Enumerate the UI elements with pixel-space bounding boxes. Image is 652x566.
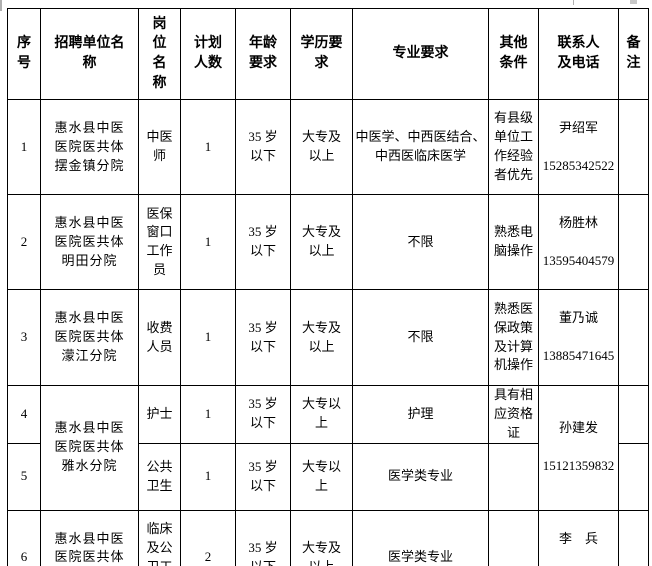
header-row: 序 号 招聘单位名 称 岗 位 名 称 计划 人数 年龄 要求 学历要 求 专业… bbox=[7, 8, 649, 100]
cell-contact: 杨胜林 13595404579 bbox=[538, 194, 619, 291]
cell-note bbox=[618, 194, 649, 291]
cell-position: 公共 卫生 bbox=[138, 442, 181, 511]
cell-contact: 李 兵 18285496010 bbox=[538, 509, 619, 566]
cell-position: 收费 人员 bbox=[138, 289, 181, 386]
header-position-name: 岗 位 名 称 bbox=[138, 8, 181, 100]
cell-serial: 5 bbox=[7, 442, 41, 511]
contact-phone: 15121359832 bbox=[542, 458, 615, 474]
header-age-requirement: 年龄 要求 bbox=[235, 8, 291, 100]
cell-other: 熟悉电 脑操作 bbox=[488, 194, 539, 291]
recruitment-table: 序 号 招聘单位名 称 岗 位 名 称 计划 人数 年龄 要求 学历要 求 专业… bbox=[7, 8, 649, 566]
table-row: 2 惠水县中医 医院医共体 明田分院 医保 窗口 工作 员 1 35 岁 以下 … bbox=[7, 194, 649, 291]
header-contact: 联系人 及电话 bbox=[538, 8, 619, 100]
cell-unit-name: 惠水县中医 医院医共体 大坝分院 bbox=[40, 509, 139, 566]
cell-unit-name: 惠水县中医 医院医共体 明田分院 bbox=[40, 194, 139, 291]
cell-serial: 1 bbox=[7, 98, 41, 196]
cell-serial: 2 bbox=[7, 194, 41, 291]
cell-major: 护理 bbox=[352, 384, 489, 444]
cell-education: 大专及 以上 bbox=[290, 289, 353, 386]
table-row: 1 惠水县中医 医院医共体 摆金镇分院 中医 师 1 35 岁 以下 大专及 以… bbox=[7, 98, 649, 196]
cell-other bbox=[488, 509, 539, 566]
cell-education: 大专及 以上 bbox=[290, 509, 353, 566]
cell-count: 1 bbox=[180, 384, 236, 444]
contact-phone: 13595404579 bbox=[542, 252, 615, 268]
cell-other: 具有相 应资格 证 bbox=[488, 384, 539, 444]
cell-contact: 尹绍军 15285342522 bbox=[538, 98, 619, 196]
cell-serial: 4 bbox=[7, 384, 41, 444]
table-row: 6 惠水县中医 医院医共体 大坝分院 临床 及公 卫工 作员 2 35 岁 以下… bbox=[7, 509, 649, 566]
cell-age: 35 岁 以下 bbox=[235, 289, 291, 386]
cell-age: 35 岁 以下 bbox=[235, 384, 291, 444]
cell-count: 1 bbox=[180, 98, 236, 196]
contact-name: 董乃诚 bbox=[558, 310, 598, 326]
cell-major: 中医学、中西医结合、 中西医临床医学 bbox=[352, 98, 489, 196]
cell-age: 35 岁 以下 bbox=[235, 98, 291, 196]
cell-note bbox=[618, 98, 649, 196]
cell-education: 大专及 以上 bbox=[290, 98, 353, 196]
cell-major: 医学类专业 bbox=[352, 442, 489, 511]
cell-count: 2 bbox=[180, 509, 236, 566]
table-row: 3 惠水县中医 医院医共体 濛江分院 收费 人员 1 35 岁 以下 大专及 以… bbox=[7, 289, 649, 386]
screenshot-artifact bbox=[630, 0, 637, 4]
cell-serial: 3 bbox=[7, 289, 41, 386]
table-row: 4 惠水县中医 医院医共体 雅水分院 护士 1 35 岁 以下 大专以 上 护理… bbox=[7, 384, 649, 511]
cell-unit-name: 惠水县中医 医院医共体 濛江分院 bbox=[40, 289, 139, 386]
table-row: 5 公共 卫生 1 35 岁 以下 大专以 上 医学类专业 bbox=[7, 442, 649, 511]
header-planned-count: 计划 人数 bbox=[180, 8, 236, 100]
header-major-requirement: 专业要求 bbox=[352, 8, 489, 100]
header-remarks: 备 注 bbox=[618, 8, 649, 100]
contact-phone: 13885471645 bbox=[542, 347, 615, 363]
cell-major: 不限 bbox=[352, 289, 489, 386]
cell-note bbox=[618, 384, 649, 444]
cell-education: 大专以 上 bbox=[290, 442, 353, 511]
cell-position: 临床 及公 卫工 作员 bbox=[138, 509, 181, 566]
cell-position: 医保 窗口 工作 员 bbox=[138, 194, 181, 291]
cell-other bbox=[488, 442, 539, 511]
contact-name: 孙建发 bbox=[558, 420, 598, 436]
cell-serial: 6 bbox=[7, 509, 41, 566]
cell-other: 有县级 单位工 作经验 者优先 bbox=[488, 98, 539, 196]
cell-unit-name: 惠水县中医 医院医共体 摆金镇分院 bbox=[40, 98, 139, 196]
cell-major: 医学类专业 bbox=[352, 509, 489, 566]
cell-major: 不限 bbox=[352, 194, 489, 291]
cell-education: 大专以 上 bbox=[290, 384, 353, 444]
cell-position: 中医 师 bbox=[138, 98, 181, 196]
cell-contact: 孙建发 15121359832 bbox=[538, 384, 619, 511]
contact-name: 杨胜林 bbox=[558, 215, 598, 231]
cell-position: 护士 bbox=[138, 384, 181, 444]
cell-count: 1 bbox=[180, 289, 236, 386]
cell-count: 1 bbox=[180, 442, 236, 511]
cell-note bbox=[618, 289, 649, 386]
cell-age: 35 岁 以下 bbox=[235, 509, 291, 566]
cell-note bbox=[618, 442, 649, 511]
cell-other: 熟悉医 保政策 及计算 机操作 bbox=[488, 289, 539, 386]
cell-age: 35 岁 以下 bbox=[235, 442, 291, 511]
header-education-requirement: 学历要 求 bbox=[290, 8, 353, 100]
screenshot-artifact bbox=[0, 0, 2, 11]
contact-name: 尹绍军 bbox=[558, 119, 598, 135]
cell-unit-name: 惠水县中医 医院医共体 雅水分院 bbox=[40, 384, 139, 511]
cell-count: 1 bbox=[180, 194, 236, 291]
header-other-conditions: 其他 条件 bbox=[488, 8, 539, 100]
contact-name: 李 兵 bbox=[558, 530, 598, 546]
cell-note bbox=[618, 509, 649, 566]
contact-phone: 15285342522 bbox=[542, 157, 615, 173]
cell-contact: 董乃诚 13885471645 bbox=[538, 289, 619, 386]
cell-education: 大专及 以上 bbox=[290, 194, 353, 291]
header-unit-name: 招聘单位名 称 bbox=[40, 8, 139, 100]
cell-age: 35 岁 以下 bbox=[235, 194, 291, 291]
screenshot-artifact bbox=[573, 0, 574, 5]
header-serial: 序 号 bbox=[7, 8, 41, 100]
